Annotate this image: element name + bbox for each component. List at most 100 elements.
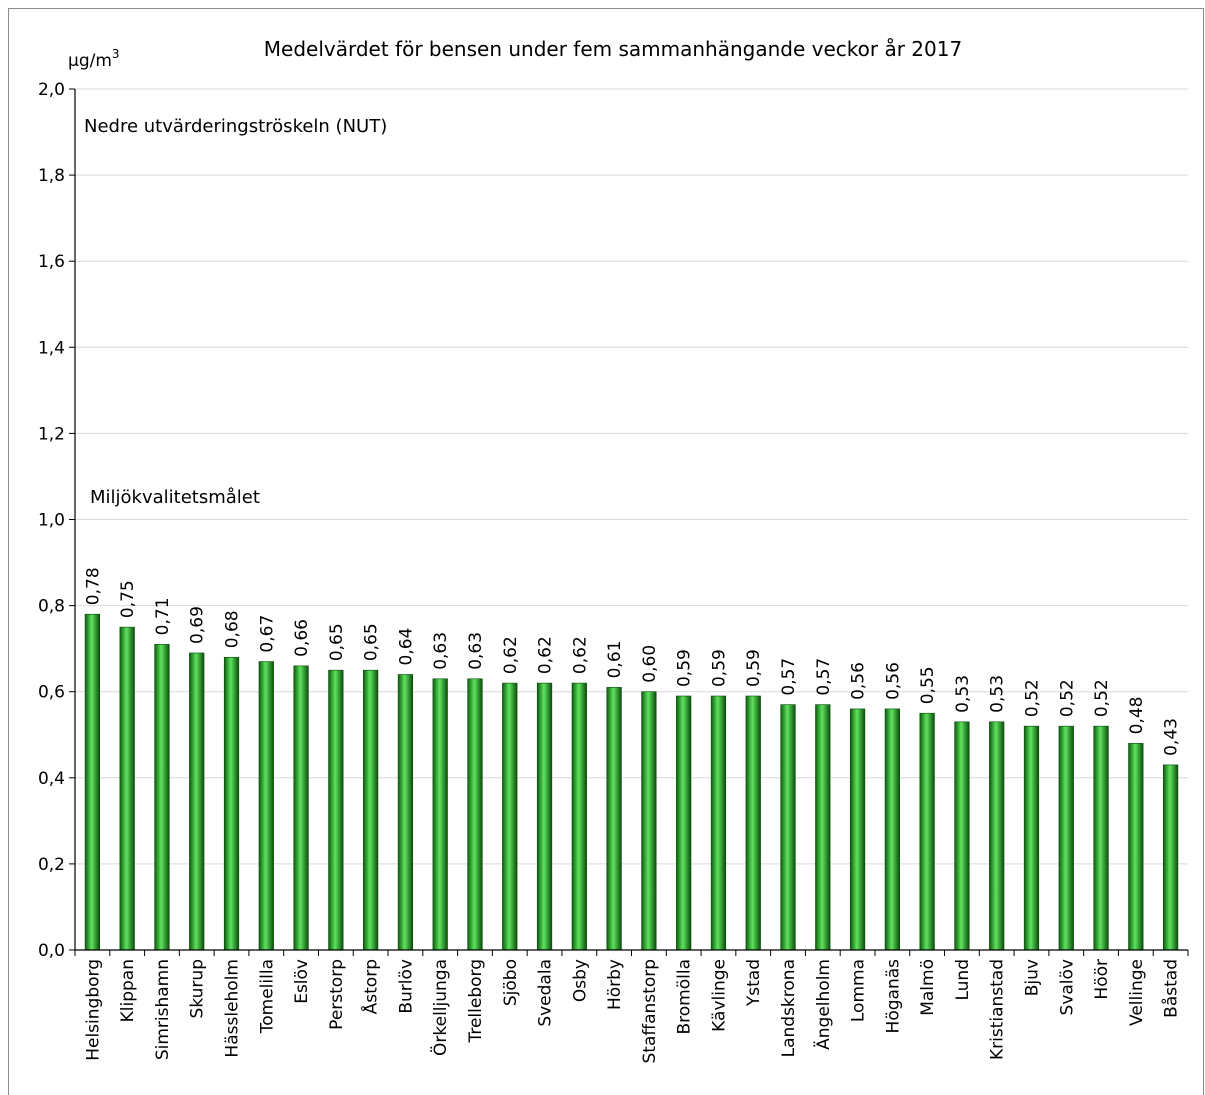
bar <box>258 661 274 951</box>
value-label: 0,61 <box>605 641 625 679</box>
bar <box>397 674 414 951</box>
value-label: 0,65 <box>362 623 382 661</box>
y-tick-label: 2,0 <box>38 80 65 100</box>
x-tick-label: Helsingborg <box>83 959 103 1061</box>
bar <box>710 695 727 951</box>
x-tick-label: Båstad <box>1161 959 1182 1018</box>
y-tick-label: 0,8 <box>38 597 65 617</box>
bar <box>1023 725 1040 951</box>
value-label: 0,59 <box>744 649 764 687</box>
x-tick-label: Ängelholm <box>813 959 834 1050</box>
bars <box>84 613 1179 951</box>
bar <box>780 704 796 951</box>
bar <box>84 613 100 951</box>
x-tick-label: Ystad <box>744 959 764 1007</box>
mkm-label: Miljökvalitetsmålet <box>90 487 260 508</box>
bar <box>328 669 344 951</box>
value-label: 0,64 <box>396 628 416 666</box>
x-tick-label: Klippan <box>118 959 138 1022</box>
value-label: 0,48 <box>1127 697 1147 735</box>
bar <box>884 708 900 951</box>
value-label: 0,75 <box>118 580 138 618</box>
chart-frame <box>8 8 1204 1095</box>
value-label: 0,59 <box>709 649 729 687</box>
value-label: 0,69 <box>188 606 208 644</box>
value-label: 0,62 <box>570 636 590 674</box>
y-tick-label: 1,4 <box>38 338 65 358</box>
y-tick-label: 0,0 <box>38 941 65 961</box>
x-tick-label: Höganäs <box>883 959 903 1034</box>
x-tick-label: Hörby <box>605 959 625 1010</box>
value-label: 0,62 <box>501 636 521 674</box>
x-tick-label: Malmö <box>918 959 938 1016</box>
value-label: 0,56 <box>883 662 903 700</box>
value-label: 0,53 <box>953 675 973 713</box>
x-tick-label: Sjöbo <box>501 959 521 1006</box>
x-tick-label: Tomelilla <box>257 959 277 1034</box>
bar <box>919 712 935 951</box>
value-label: 0,53 <box>988 675 1008 713</box>
bar <box>676 695 692 951</box>
bar <box>571 682 587 951</box>
bar <box>641 691 657 951</box>
bar <box>1058 725 1074 951</box>
bar <box>293 665 309 951</box>
value-label: 0,57 <box>779 658 799 696</box>
y-tick-label: 1,8 <box>38 166 65 186</box>
x-tick-label: Trelleborg <box>466 959 486 1044</box>
value-label: 0,52 <box>1092 679 1112 717</box>
x-tick-label: Höör <box>1092 959 1112 1000</box>
bar <box>536 682 553 951</box>
x-tick-label: Landskrona <box>779 959 799 1057</box>
value-label: 0,52 <box>1022 679 1042 717</box>
x-tick-label: Svalöv <box>1057 959 1077 1015</box>
x-tick-label: Osby <box>570 959 590 1002</box>
nut-label: Nedre utvärderingströskeln (NUT) <box>84 116 387 137</box>
bar <box>849 708 866 951</box>
bar <box>1128 743 1144 951</box>
x-tick-label: Lomma <box>849 959 869 1022</box>
value-label: 0,71 <box>153 597 173 635</box>
value-label: 0,78 <box>83 567 103 605</box>
y-tick-label: 1,6 <box>38 252 65 272</box>
x-tick-label: Svedala <box>536 959 556 1027</box>
y-tick-label: 1,0 <box>38 511 65 531</box>
x-tick-label: Perstorp <box>327 959 347 1030</box>
bar <box>467 678 483 951</box>
bar <box>1163 764 1179 951</box>
bar <box>363 669 379 951</box>
bar <box>502 682 518 951</box>
x-tick-label: Simrishamn <box>153 959 173 1060</box>
y-tick-label: 1,2 <box>38 424 65 444</box>
x-tick-label: Kävlinge <box>709 959 729 1032</box>
bar <box>954 721 970 951</box>
value-label: 0,59 <box>675 649 695 687</box>
bar <box>432 678 448 951</box>
x-tick-label: Lund <box>953 959 973 1001</box>
value-label: 0,55 <box>918 666 938 704</box>
x-tick-label: Vellinge <box>1127 959 1147 1026</box>
bar <box>989 721 1005 951</box>
value-label: 0,57 <box>814 658 834 696</box>
x-tick-label: Bromölla <box>675 959 695 1035</box>
value-label: 0,62 <box>536 636 556 674</box>
value-label: 0,68 <box>223 610 243 648</box>
x-tick-label: Örkelljunga <box>429 959 451 1056</box>
bar <box>745 695 761 951</box>
x-tick-label: Staffanstorp <box>640 959 660 1063</box>
y-tick-label: 0,4 <box>38 769 65 789</box>
x-tick-label: Åstorp <box>360 959 382 1014</box>
bar <box>154 644 170 951</box>
value-label: 0,56 <box>849 662 869 700</box>
value-label: 0,60 <box>640 645 660 683</box>
bar <box>223 656 240 951</box>
chart-title: Medelvärdet för bensen under fem sammanh… <box>264 37 962 61</box>
value-labels: 0,78 0,75 0,71 0,69 0,68 0,67 0,66 0,65 0,65 0,64… <box>83 567 1181 756</box>
value-label: 0,52 <box>1057 679 1077 717</box>
bar <box>606 687 622 951</box>
value-label: 0,63 <box>431 632 451 670</box>
x-tick-label: Burlöv <box>396 959 416 1014</box>
x-tick-label: Bjuv <box>1022 959 1042 996</box>
value-label: 0,63 <box>466 632 486 670</box>
